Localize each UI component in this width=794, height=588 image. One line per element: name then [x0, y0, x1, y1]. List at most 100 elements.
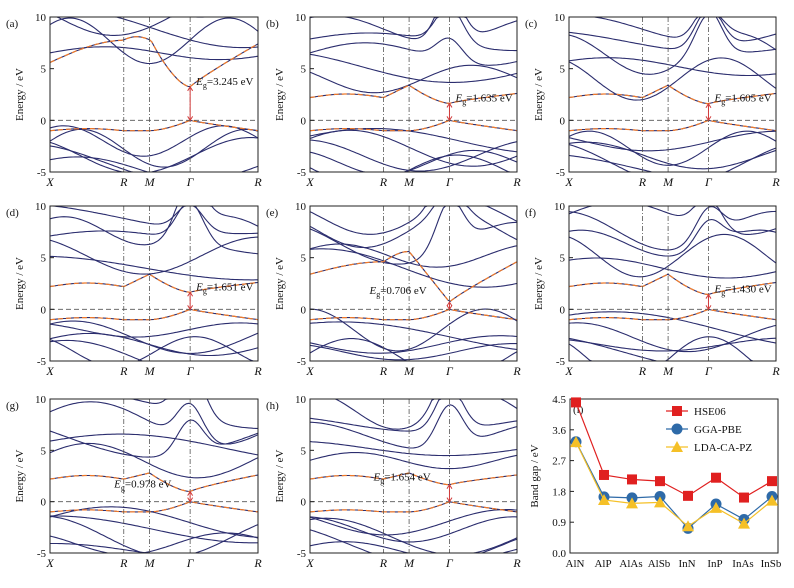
data-point-square: [711, 473, 721, 483]
kpoint-label: Γ: [445, 364, 454, 378]
y-tick-label: 5: [41, 253, 47, 265]
y-tick-label: 0: [41, 304, 47, 316]
kpoint-label: M: [403, 364, 415, 378]
valence-band-line: [50, 310, 258, 320]
y-tick-label: 5: [41, 64, 47, 76]
band-line: [310, 140, 517, 171]
y-tick-label: 0: [301, 497, 307, 509]
y-axis-label: Energy / eV: [533, 257, 545, 310]
kpoint-label: R: [119, 364, 128, 378]
kpoint-label: Γ: [186, 175, 195, 189]
category-label: AlSb: [648, 558, 671, 570]
band-line: [569, 323, 776, 352]
panel-label: (g): [6, 400, 19, 412]
band-line: [50, 399, 258, 428]
data-point-square: [571, 397, 581, 407]
kpoint-label: R: [379, 556, 388, 570]
y-axis-label: Energy / eV: [274, 449, 286, 502]
band-line: [569, 312, 776, 343]
y-tick-label: 0: [41, 497, 47, 509]
band-line: [310, 249, 517, 287]
kpoint-label: M: [144, 175, 156, 189]
band-line: [50, 206, 258, 254]
kpoint-label: R: [512, 364, 521, 378]
kpoint-label: M: [144, 556, 156, 570]
kpoint-label: X: [564, 175, 573, 189]
band-line: [50, 256, 258, 280]
data-point-square: [599, 470, 609, 480]
legend-entry: HSE06: [666, 406, 726, 418]
band-lines: [50, 17, 258, 172]
panel-label: (a): [6, 18, 19, 30]
band-line: [50, 516, 258, 543]
gap-annotation: Eg=1.651 eV: [195, 281, 253, 295]
band-line: [569, 338, 776, 361]
band-line: [569, 337, 776, 361]
gap-value: =1.654 eV: [384, 472, 431, 484]
y-tick-label: 5: [301, 445, 307, 457]
band-line: [50, 323, 258, 337]
kpoint-label: Γ: [445, 175, 454, 189]
band-line: [569, 131, 776, 151]
band-line: [50, 321, 258, 353]
category-label: AlP: [594, 558, 611, 570]
kpoint-label: R: [512, 175, 521, 189]
gap-annotation: Eg=3.245 eV: [195, 76, 253, 90]
category-label: AlN: [566, 558, 585, 570]
y-tick-label: 10: [295, 12, 307, 24]
valence-band-line: [310, 502, 517, 512]
y-axis-label: Energy / eV: [14, 68, 26, 121]
kpoint-label: Γ: [445, 556, 454, 570]
band-line: [50, 17, 258, 35]
legend-label: GGA-PBE: [694, 424, 742, 436]
band-line: [310, 17, 517, 51]
band-line: [310, 344, 517, 360]
y-tick-label: 5: [301, 253, 307, 265]
band-line: [569, 206, 776, 234]
y-axis-label: Band gap / eV: [529, 444, 541, 507]
kpoint-label: R: [119, 556, 128, 570]
y-tick-label: -5: [297, 356, 307, 368]
band-line: [310, 206, 517, 248]
y-tick-label: 2.7: [552, 456, 566, 468]
plot-frame: [50, 17, 258, 172]
kpoint-label: R: [771, 364, 780, 378]
y-tick-label: 5: [560, 253, 566, 265]
band-line: [569, 142, 776, 169]
panel-label: (b): [266, 18, 279, 30]
kpoint-label: R: [253, 175, 262, 189]
band-line: [569, 145, 776, 173]
kpoint-label: M: [144, 364, 156, 378]
plot-frame: [310, 206, 517, 361]
data-point-square: [672, 406, 682, 416]
y-tick-label: -5: [37, 548, 47, 560]
y-tick-label: 1.8: [552, 486, 566, 498]
legend-label: LDA-CA-PZ: [694, 442, 752, 454]
band-line: [50, 340, 258, 361]
band-line: [310, 54, 517, 82]
gap-annotation: Eg=0.978 eV: [113, 479, 171, 493]
gap-value: =1.635 eV: [466, 92, 513, 104]
kpoint-label: R: [512, 556, 521, 570]
kpoint-label: Γ: [186, 556, 195, 570]
y-tick-label: 10: [295, 201, 307, 213]
kpoint-label: Γ: [704, 364, 713, 378]
kpoint-label: Γ: [704, 175, 713, 189]
band-line: [50, 129, 258, 167]
y-tick-label: 10: [295, 394, 307, 406]
valence-band-line: [310, 310, 517, 320]
category-label: AlAs: [619, 558, 642, 570]
band-line: [50, 206, 258, 245]
category-label: InSb: [761, 558, 782, 570]
y-tick-label: 4.5: [552, 394, 566, 406]
kpoint-label: X: [305, 175, 314, 189]
gap-annotation: Eg=0.706 eV: [368, 285, 426, 299]
gap-annotation: Eg=1.605 eV: [713, 93, 771, 107]
